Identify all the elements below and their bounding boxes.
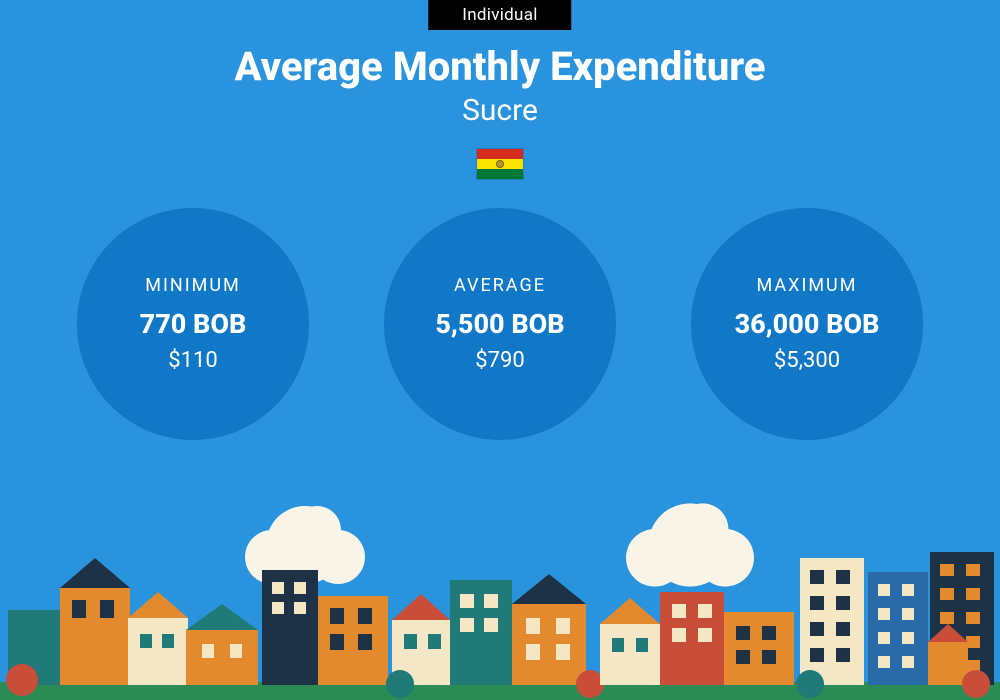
stat-sub: $790 (475, 348, 524, 373)
flag-stripe-2 (477, 169, 523, 179)
flag-stripe-0 (477, 149, 523, 159)
stat-label: AVERAGE (454, 275, 546, 296)
stat-sub: $110 (168, 348, 217, 373)
flag-emblem-icon (496, 160, 504, 168)
expenditure-infographic: Individual Average Monthly Expenditure S… (0, 0, 1000, 700)
flag-stripe-1 (477, 159, 523, 169)
stat-circles: MINIMUM 770 BOB $110 AVERAGE 5,500 BOB $… (0, 208, 1000, 440)
page-title: Average Monthly Expenditure (0, 43, 1000, 90)
stat-main: 36,000 BOB (735, 308, 880, 340)
category-badge-text: Individual (462, 5, 537, 25)
cityscape-illustration (0, 500, 1000, 700)
stat-main: 5,500 BOB (435, 308, 564, 340)
country-flag (476, 148, 524, 180)
page-subtitle: Sucre (0, 93, 1000, 128)
stat-sub: $5,300 (774, 348, 840, 373)
stat-label: MINIMUM (145, 275, 240, 296)
stat-circle-average: AVERAGE 5,500 BOB $790 (384, 208, 616, 440)
stat-circle-maximum: MAXIMUM 36,000 BOB $5,300 (691, 208, 923, 440)
category-badge: Individual (428, 0, 571, 30)
stat-circle-minimum: MINIMUM 770 BOB $110 (77, 208, 309, 440)
stat-main: 770 BOB (140, 308, 247, 340)
stat-label: MAXIMUM (757, 275, 858, 296)
